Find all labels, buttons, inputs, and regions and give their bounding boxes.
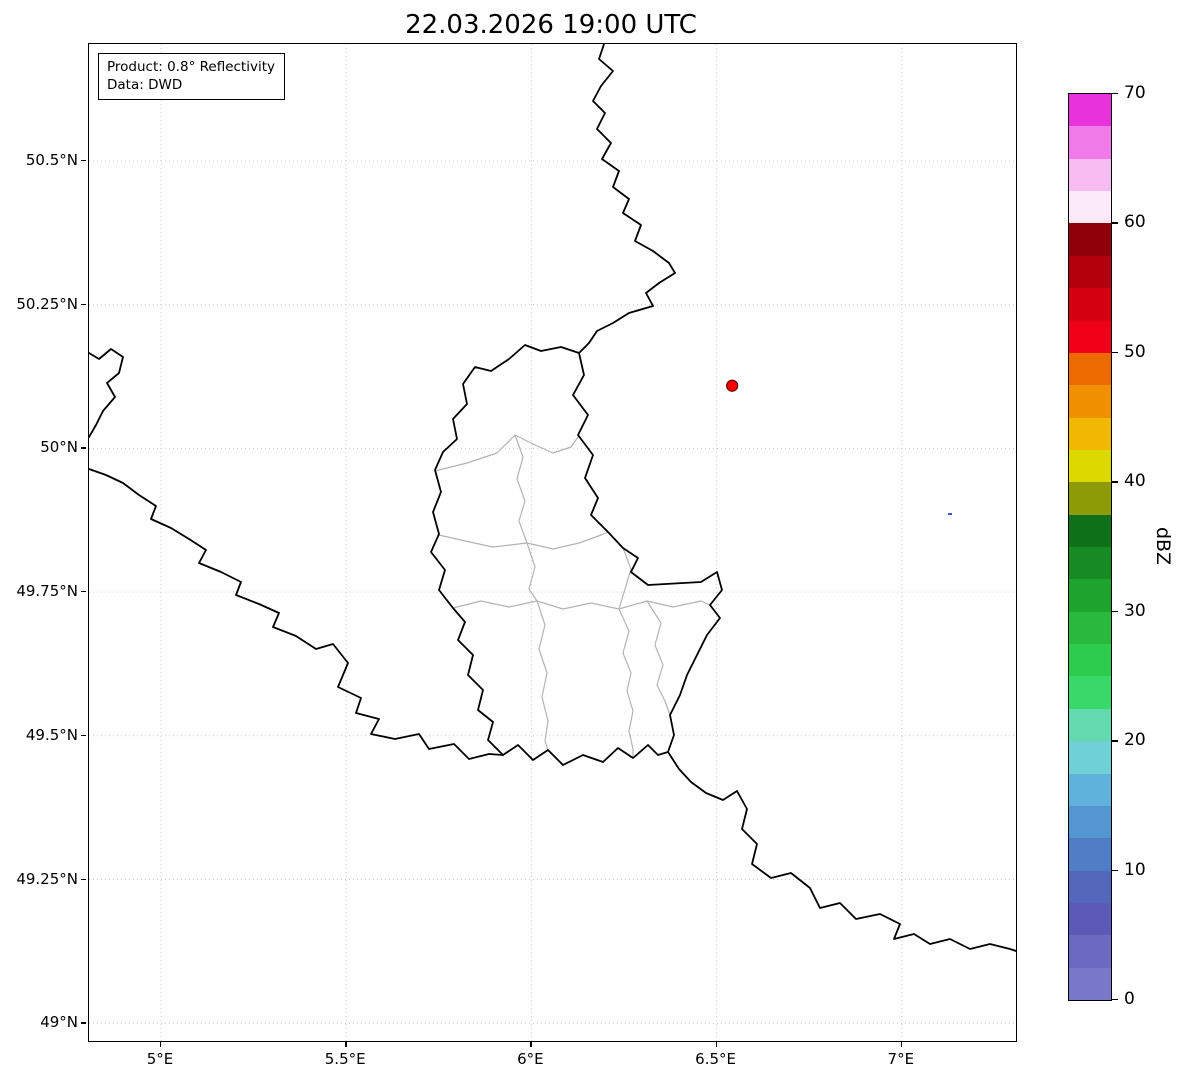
canton-line-southeast-vertical bbox=[618, 608, 634, 759]
colorbar-segment bbox=[1069, 287, 1111, 321]
colorbar-tick-label: 0 bbox=[1124, 989, 1135, 1009]
x-tick-label: 6.5°E bbox=[695, 1050, 737, 1068]
colorbar-segment bbox=[1069, 158, 1111, 192]
map-canvas bbox=[89, 44, 1016, 1041]
canton-line-north-vertical bbox=[514, 434, 528, 544]
colorbar-segment bbox=[1069, 93, 1111, 127]
x-tick-label: 5.5°E bbox=[324, 1050, 366, 1068]
y-tick-label: 50°N bbox=[40, 438, 78, 457]
luxembourg-east-border bbox=[572, 352, 723, 753]
colorbar-segment bbox=[1069, 546, 1111, 580]
colorbar-tick-label: 70 bbox=[1124, 83, 1146, 103]
luxembourg-west-border bbox=[430, 344, 580, 756]
luxembourg-south-border bbox=[502, 744, 669, 766]
product-annotation-box: Product: 0.8° Reflectivity Data: DWD bbox=[98, 53, 285, 101]
colorbar-tick-label: 10 bbox=[1124, 859, 1146, 880]
radar-echo-pixel bbox=[948, 513, 952, 515]
y-tick-label: 49.5°N bbox=[25, 725, 78, 744]
colorbar-segment bbox=[1069, 773, 1111, 806]
france-germany-border bbox=[667, 751, 1016, 952]
colorbar-segment bbox=[1069, 417, 1111, 450]
x-tick-label: 6°E bbox=[517, 1050, 544, 1068]
canton-line-east-diagonal bbox=[646, 600, 671, 716]
colorbar-tick-mark bbox=[1112, 93, 1118, 95]
x-tick-mark bbox=[530, 1042, 532, 1047]
colorbar-segment bbox=[1069, 352, 1111, 386]
y-tick-label: 49.25°N bbox=[16, 869, 78, 888]
y-tick-mark bbox=[81, 878, 86, 880]
colorbar-segment bbox=[1069, 384, 1111, 418]
colorbar-tick-label: 50 bbox=[1124, 341, 1146, 362]
colorbar-segment bbox=[1069, 481, 1111, 515]
colorbar-segment bbox=[1069, 578, 1111, 612]
y-tick-mark bbox=[81, 160, 86, 162]
x-tick-label: 5°E bbox=[146, 1050, 174, 1068]
colorbar-segment bbox=[1069, 967, 1111, 1000]
givet-salient-border bbox=[89, 348, 124, 438]
belgium-france-border bbox=[89, 468, 504, 760]
colorbar-segment bbox=[1069, 514, 1111, 547]
colorbar-tick-mark bbox=[1112, 999, 1118, 1001]
colorbar-segment bbox=[1069, 934, 1111, 968]
radar-site-marker bbox=[726, 379, 739, 392]
colorbar-tick-mark bbox=[1112, 869, 1118, 871]
colorbar-segment bbox=[1069, 611, 1111, 645]
colorbar-segment bbox=[1069, 805, 1111, 839]
colorbar-segment bbox=[1069, 190, 1111, 224]
colorbar-unit-label: dBZ bbox=[1152, 526, 1174, 566]
x-tick-label: 7°E bbox=[887, 1050, 915, 1068]
map-plot-area: Product: 0.8° Reflectivity Data: DWD bbox=[88, 43, 1017, 1042]
colorbar-tick-label: 20 bbox=[1124, 730, 1146, 751]
y-tick-label: 50.5°N bbox=[25, 151, 78, 169]
colorbar-segment bbox=[1069, 675, 1111, 709]
germany-belgium-border bbox=[578, 44, 676, 354]
x-tick-mark bbox=[345, 1042, 347, 1047]
colorbar-tick-mark bbox=[1112, 222, 1118, 224]
y-tick-label: 49°N bbox=[40, 1013, 78, 1032]
plot-title: 22.03.2026 19:00 UTC bbox=[405, 10, 697, 40]
colorbar-segment bbox=[1069, 222, 1111, 256]
canton-line-south-vertical bbox=[536, 600, 549, 751]
y-tick-mark bbox=[81, 303, 86, 306]
x-tick-mark bbox=[160, 1042, 162, 1047]
y-tick-mark bbox=[81, 1022, 86, 1024]
canton-line-east-vertical bbox=[618, 547, 632, 610]
canton-line-center-vertical bbox=[526, 542, 538, 602]
colorbar-segment bbox=[1069, 837, 1111, 871]
data-source-label: Data: DWD bbox=[107, 77, 183, 94]
canton-line-lower-mid bbox=[452, 600, 711, 610]
canton-line-mid bbox=[438, 531, 609, 550]
colorbar-tick-label: 60 bbox=[1124, 212, 1146, 233]
x-tick-mark bbox=[900, 1042, 903, 1047]
colorbar-segment bbox=[1069, 320, 1111, 353]
y-tick-mark bbox=[81, 591, 86, 593]
colorbar-segment bbox=[1069, 902, 1111, 936]
colorbar-tick-mark bbox=[1112, 481, 1118, 483]
y-tick-mark bbox=[81, 734, 86, 737]
canton-line-north bbox=[434, 434, 579, 472]
colorbar-tick-mark bbox=[1112, 740, 1118, 742]
colorbar-tick-label: 30 bbox=[1124, 600, 1146, 621]
colorbar-segment bbox=[1069, 449, 1111, 483]
colorbar-tick-mark bbox=[1112, 610, 1118, 613]
colorbar-segment bbox=[1069, 740, 1111, 774]
product-label: Product: 0.8° Reflectivity bbox=[107, 59, 275, 75]
colorbar-segment bbox=[1069, 643, 1111, 677]
colorbar-segment bbox=[1069, 708, 1111, 742]
colorbar bbox=[1068, 93, 1112, 1001]
y-tick-label: 50.25°N bbox=[16, 294, 78, 313]
colorbar-tick-label: 40 bbox=[1124, 471, 1146, 492]
colorbar-tick-mark bbox=[1112, 351, 1118, 354]
x-tick-mark bbox=[715, 1042, 717, 1047]
y-tick-label: 49.75°N bbox=[16, 582, 78, 601]
y-tick-mark bbox=[81, 447, 86, 449]
colorbar-segment bbox=[1069, 125, 1111, 159]
colorbar-segment bbox=[1069, 870, 1111, 903]
colorbar-segment bbox=[1069, 255, 1111, 289]
